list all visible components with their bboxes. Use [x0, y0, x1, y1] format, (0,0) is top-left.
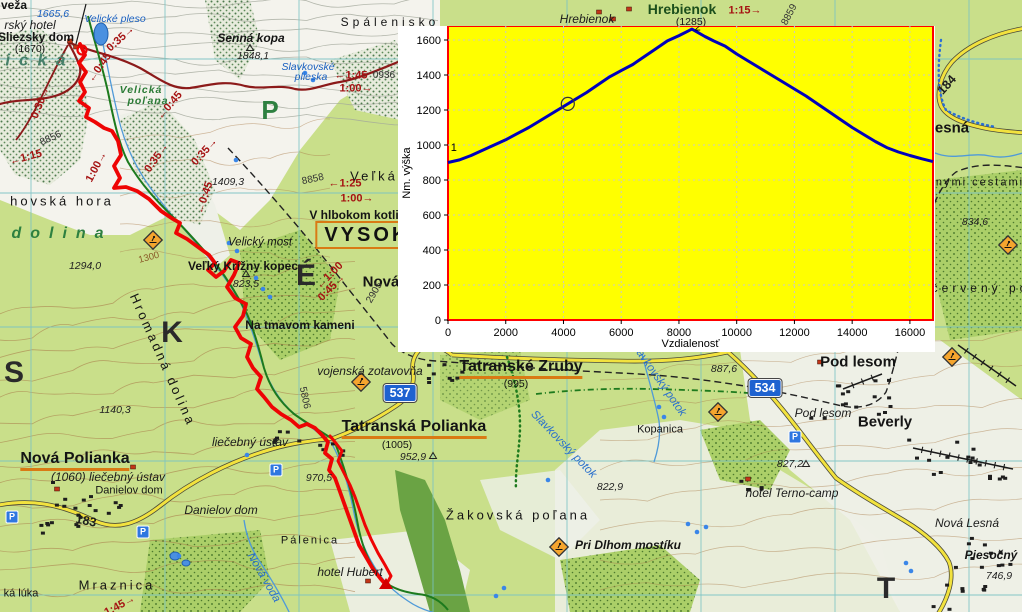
x-tick-label: 14000	[837, 327, 868, 339]
y-tick-label: 800	[423, 175, 441, 187]
spring-dot	[656, 404, 662, 410]
ski-warning-icon	[707, 401, 729, 423]
x-tick-label: 8000	[667, 327, 691, 339]
y-tick-label: 1200	[417, 105, 441, 117]
spring-dot	[903, 560, 909, 566]
x-tick-label: 0	[445, 327, 451, 339]
y-tick-label: 400	[423, 245, 441, 257]
ski-warning-icon	[941, 346, 963, 368]
y-tick-label: 1000	[417, 140, 441, 152]
spring-dot	[661, 414, 667, 420]
y-axis-title: Nm. výška	[401, 146, 413, 198]
y-tick-label: 600	[423, 210, 441, 222]
spring-dot	[244, 452, 250, 458]
waypoint-circle-marker	[560, 96, 575, 111]
peak-triangle-icon	[801, 459, 811, 467]
ski-warning-icon	[350, 371, 372, 393]
x-axis-title: Vzdialenosť	[662, 338, 721, 350]
ski-warning-icon	[142, 229, 164, 251]
spring-dot	[545, 477, 551, 483]
x-tick-label: 4000	[551, 327, 575, 339]
roads	[0, 26, 1022, 612]
spring-dot	[226, 240, 232, 246]
elevation-line	[447, 27, 934, 164]
ski-warning-icon	[548, 536, 570, 558]
elevation-profile-chart: 0 200 400 600 800 1000 1200 1400 1600 0 2000 4000 60…	[398, 26, 935, 352]
spring-dot	[176, 553, 182, 559]
buildings	[39, 6, 1013, 611]
x-tick-label: 16000	[895, 327, 926, 339]
spring-dot	[694, 529, 700, 535]
y-tick-label: 1600	[417, 35, 441, 47]
x-tick-label: 2000	[493, 327, 517, 339]
y-tick-label: 0	[435, 315, 441, 327]
spring-dot	[685, 521, 691, 527]
peak-triangle-icon	[245, 43, 255, 51]
lake	[93, 22, 109, 46]
x-tick-label: 10000	[721, 327, 752, 339]
spring-dot	[493, 593, 499, 599]
spring-dot	[302, 70, 308, 76]
spring-dot	[908, 568, 914, 574]
gps-track	[76, 42, 393, 589]
spring-dot	[310, 77, 316, 83]
spring-dot	[501, 585, 507, 591]
x-tick-label: 12000	[779, 327, 810, 339]
plot-area	[447, 26, 934, 321]
peak-triangle-icon	[241, 269, 251, 277]
track-start-marker	[76, 44, 88, 56]
y-tick-label: 1400	[417, 70, 441, 82]
spring-dot	[234, 248, 240, 254]
ski-warning-icon	[997, 234, 1019, 256]
spring-dot	[260, 286, 266, 292]
waypoint-number-label: 1	[451, 142, 457, 154]
spring-dot	[267, 294, 273, 300]
y-tick-label: 200	[423, 280, 441, 292]
peak-triangle-icon	[428, 451, 438, 459]
map-icons	[93, 22, 1019, 599]
spring-dot	[233, 157, 239, 163]
contour-lines	[0, 0, 1022, 598]
waypoint-number-label: 2	[695, 26, 701, 33]
spring-dot	[703, 524, 709, 530]
track-end-marker	[379, 578, 393, 589]
lake	[181, 559, 191, 567]
ski-lifts	[842, 344, 1017, 471]
x-tick-label: 6000	[609, 327, 633, 339]
spring-dot	[253, 275, 259, 281]
